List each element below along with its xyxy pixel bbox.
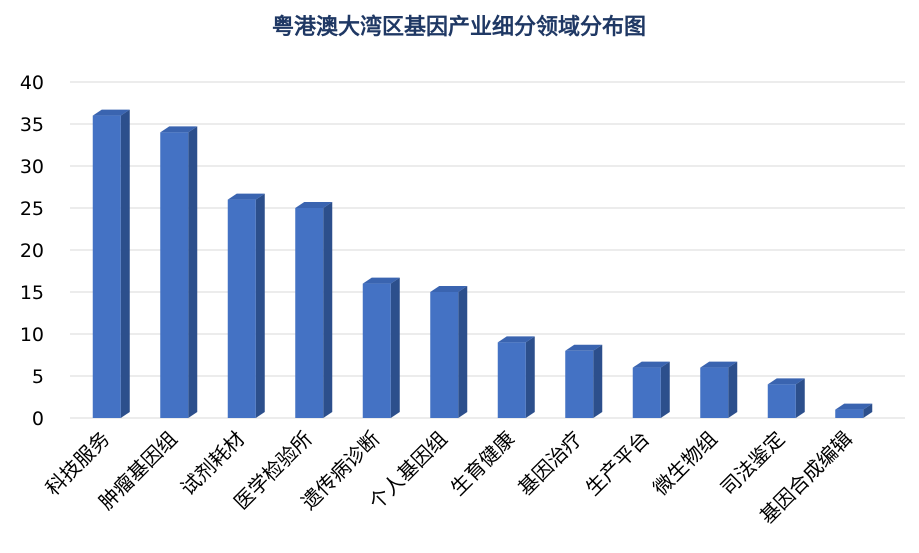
x-tick-label: 微生物组 bbox=[648, 427, 722, 501]
bar-side bbox=[120, 109, 130, 418]
bar-front bbox=[160, 132, 189, 418]
bar-front bbox=[835, 409, 864, 418]
bar-top bbox=[295, 202, 333, 208]
y-tick-label: 35 bbox=[20, 114, 44, 136]
bar-top bbox=[632, 361, 670, 368]
x-tick-label: 生育健康 bbox=[446, 427, 520, 501]
bar-front bbox=[295, 208, 324, 418]
bar-side bbox=[795, 378, 805, 418]
gridlines bbox=[70, 81, 905, 419]
bar bbox=[295, 202, 333, 418]
y-tick-label: 0 bbox=[32, 408, 44, 430]
y-tick-label: 20 bbox=[20, 240, 44, 262]
bar-top bbox=[160, 126, 198, 133]
bar bbox=[227, 193, 265, 418]
x-tick-label: 生产平台 bbox=[581, 427, 655, 501]
bar-side bbox=[593, 344, 603, 418]
bar-front bbox=[632, 367, 661, 418]
x-axis-ticks: 科技服务肿瘤基因组试剂耗材医学检验所遗传病诊断个人基因组生育健康基因治疗生产平台… bbox=[41, 427, 857, 529]
bar-top bbox=[700, 361, 738, 368]
y-tick-label: 5 bbox=[32, 366, 44, 388]
bar-front bbox=[92, 115, 121, 418]
chart-title: 粤港澳大湾区基因产业细分领域分布图 bbox=[272, 14, 646, 40]
bar-side bbox=[863, 403, 873, 418]
bar bbox=[767, 378, 805, 418]
bar bbox=[835, 403, 873, 418]
bar-top bbox=[227, 193, 265, 200]
bar bbox=[700, 361, 738, 418]
y-tick-label: 40 bbox=[20, 72, 44, 94]
bar-top bbox=[430, 286, 468, 292]
bar-top bbox=[497, 336, 535, 343]
bar-side bbox=[728, 361, 738, 418]
bar bbox=[362, 277, 400, 418]
y-axis-ticks: 0 5 10 15 20 25 30 35 40 bbox=[20, 72, 44, 430]
bar-top bbox=[767, 378, 805, 385]
bar-front bbox=[497, 342, 526, 418]
bar-front bbox=[565, 350, 594, 418]
bar-front bbox=[767, 384, 796, 418]
bar-top bbox=[565, 344, 603, 351]
bar-side bbox=[525, 336, 535, 418]
bar-top bbox=[835, 403, 873, 410]
bar-side bbox=[458, 286, 468, 418]
bar bbox=[92, 109, 130, 418]
y-tick-label: 30 bbox=[20, 156, 44, 178]
y-tick-label: 15 bbox=[20, 282, 44, 304]
bar-top bbox=[92, 109, 130, 116]
bar-side bbox=[390, 277, 400, 418]
bar bbox=[160, 126, 198, 419]
bar-front bbox=[700, 367, 729, 418]
bar-side bbox=[255, 193, 265, 418]
bar bbox=[430, 286, 468, 418]
bar bbox=[497, 336, 535, 418]
bar-side bbox=[323, 202, 333, 418]
bar-side bbox=[188, 126, 198, 419]
bar bbox=[565, 344, 603, 418]
y-tick-label: 25 bbox=[20, 198, 44, 220]
y-tick-label: 10 bbox=[20, 324, 44, 346]
bar bbox=[632, 361, 670, 418]
bar-front bbox=[430, 292, 459, 418]
bar-front bbox=[227, 199, 256, 418]
bar-side bbox=[660, 361, 670, 418]
bar-top bbox=[362, 277, 400, 284]
bars bbox=[92, 109, 873, 419]
bar-front bbox=[362, 283, 391, 418]
x-tick-label: 基因治疗 bbox=[513, 427, 587, 501]
